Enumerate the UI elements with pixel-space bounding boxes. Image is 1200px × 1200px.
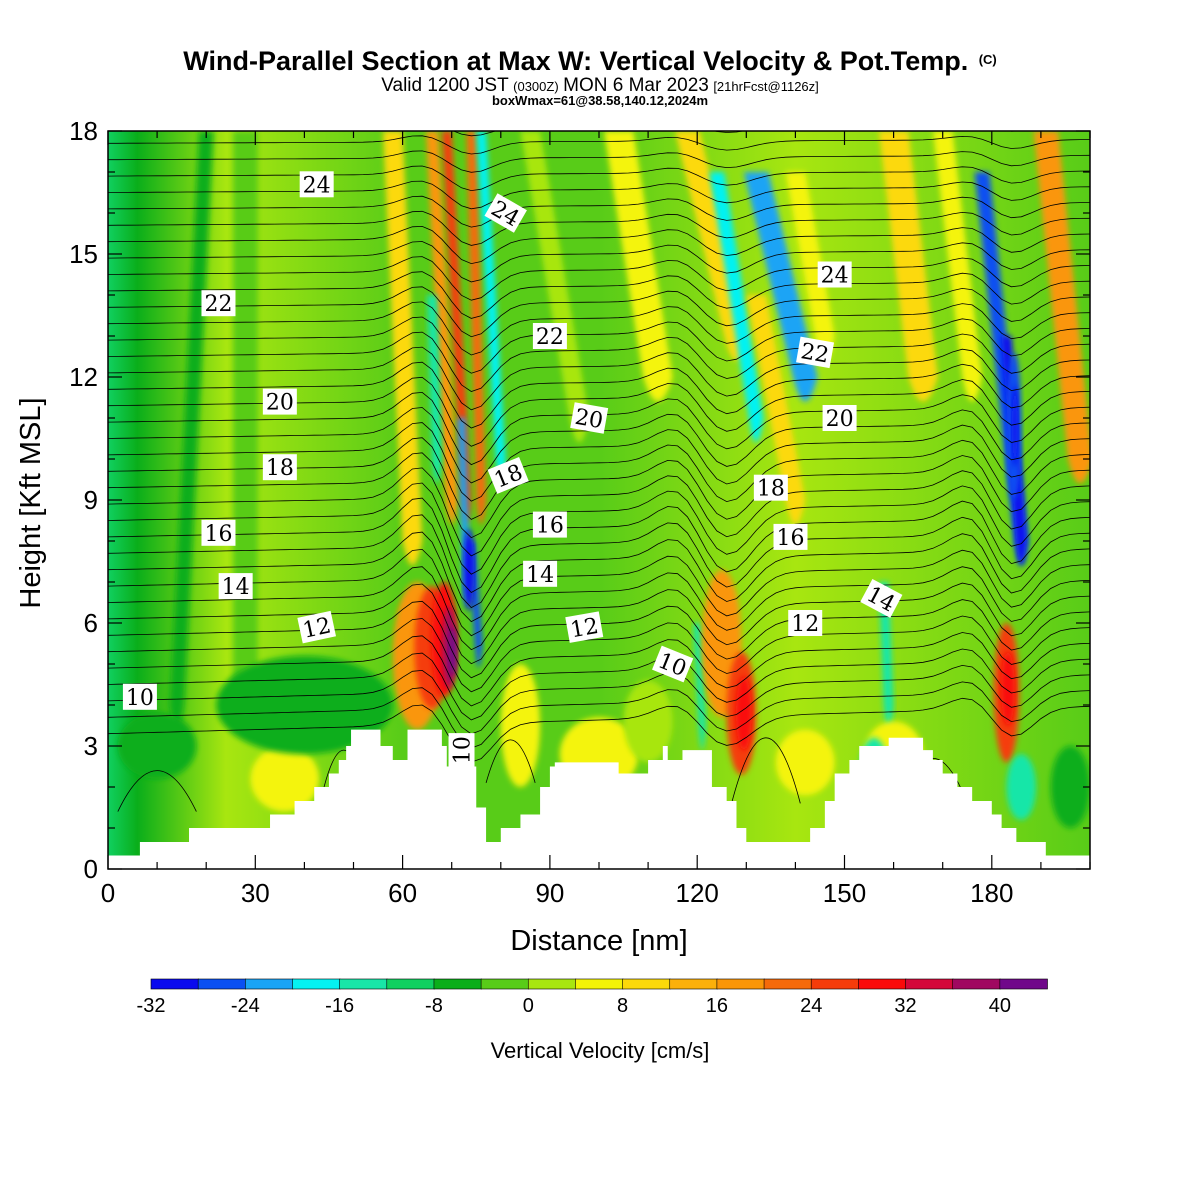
velocity-core xyxy=(501,664,540,787)
theta-label: 10 xyxy=(123,684,157,711)
colorbar-swatch xyxy=(717,979,765,989)
velocity-core xyxy=(1007,754,1036,820)
theta-label-text: 22 xyxy=(799,339,831,368)
theta-label: 14 xyxy=(523,561,557,588)
x-tick-label: 90 xyxy=(535,878,564,908)
colorbar-swatch xyxy=(623,979,671,989)
y-tick-label: 15 xyxy=(69,239,98,269)
theta-label-text: 14 xyxy=(526,563,554,588)
colorbar-tick-label: -16 xyxy=(325,995,354,1017)
forecast-info: [21hrFcst@1126z] xyxy=(713,79,818,94)
copyright-mark: (C) xyxy=(979,52,997,67)
colorbar-swatch xyxy=(245,979,293,989)
colorbar-swatch xyxy=(292,979,340,989)
utc-time: (0300Z) xyxy=(513,79,559,94)
velocity-band xyxy=(233,131,258,730)
theta-label-text: 12 xyxy=(569,614,601,643)
velocity-core xyxy=(776,730,835,796)
theta-label: 22 xyxy=(533,323,567,350)
colorbar-swatch xyxy=(811,979,859,989)
theta-label-text: 20 xyxy=(573,405,605,434)
y-tick-label: 18 xyxy=(69,116,98,146)
x-tick-label: 0 xyxy=(101,878,115,908)
x-axis-label: Distance [nm] xyxy=(510,925,687,957)
colorbar-tick-label: 8 xyxy=(617,995,628,1017)
x-tick-label: 180 xyxy=(970,878,1013,908)
theta-label: 14 xyxy=(219,573,253,600)
colorbar-tick-label: -8 xyxy=(425,995,443,1017)
colorbar-swatch xyxy=(575,979,623,989)
theta-label: 20 xyxy=(263,389,297,416)
theta-label: 24 xyxy=(818,262,852,289)
theta-label: 16 xyxy=(773,524,807,551)
velocity-core xyxy=(1001,652,1015,726)
vertical-section-chart: Wind-Parallel Section at Max W: Vertical… xyxy=(0,0,1200,1200)
colorbar-swatch xyxy=(340,979,388,989)
theta-label-text: 20 xyxy=(826,407,854,432)
y-tick-label: 6 xyxy=(84,608,98,638)
colorbar-swatch xyxy=(481,979,529,989)
theta-label-text: 12 xyxy=(791,612,819,637)
x-tick-label: 120 xyxy=(676,878,719,908)
theta-label: 24 xyxy=(300,171,334,198)
colorbar-swatch xyxy=(764,979,812,989)
colorbar-swatch xyxy=(953,979,1001,989)
valid-time: Valid 1200 JST xyxy=(381,75,509,96)
theta-label-text: 16 xyxy=(536,514,564,539)
theta-label-text: 16 xyxy=(776,526,804,551)
colorbar: -32 -24 -16 -8 0 8 16 24 32 40 xyxy=(137,979,1048,1017)
colorbar-swatch xyxy=(906,979,954,989)
x-tick-label: 60 xyxy=(388,878,417,908)
colorbar-tick-label: 32 xyxy=(894,995,916,1017)
box-wmax-info: boxWmax=61@38.58,140.12,2024m xyxy=(492,93,708,108)
theta-label-text: 10 xyxy=(126,686,154,711)
colorbar-tick-label: -24 xyxy=(231,995,260,1017)
theta-label-text: 22 xyxy=(536,325,564,350)
velocity-core xyxy=(463,529,474,611)
theta-label: 16 xyxy=(201,520,235,547)
theta-label-text: 22 xyxy=(204,292,232,317)
theta-label: 10 xyxy=(449,733,476,767)
colorbar-tick-label: -32 xyxy=(137,995,166,1017)
colorbar-tick-label: 40 xyxy=(989,995,1011,1017)
velocity-core xyxy=(1012,385,1018,467)
theta-label-text: 18 xyxy=(266,456,294,481)
colorbar-swatch xyxy=(1000,979,1048,989)
colorbar-tick-label: 16 xyxy=(706,995,728,1017)
x-tick-label: 30 xyxy=(241,878,270,908)
colorbar-swatch xyxy=(528,979,576,989)
colorbar-swatch xyxy=(198,979,246,989)
y-tick-label: 0 xyxy=(84,854,98,884)
y-axis-label: Height [Kft MSL] xyxy=(15,397,47,608)
theta-label-text: 14 xyxy=(222,575,250,600)
colorbar-title: Vertical Velocity [cm/s] xyxy=(491,1038,710,1063)
colorbar-swatch xyxy=(434,979,482,989)
theta-label-text: 10 xyxy=(451,736,476,764)
theta-label: 20 xyxy=(823,405,857,432)
theta-label-text: 18 xyxy=(757,477,785,502)
y-tick-label: 3 xyxy=(84,731,98,761)
colorbar-tick-label: 0 xyxy=(523,995,534,1017)
theta-label-text: 16 xyxy=(204,522,232,547)
svg-text:Wind-Parallel Section at Max W: Wind-Parallel Section at Max W: Vertical… xyxy=(183,46,996,76)
theta-label: 22 xyxy=(201,290,235,317)
colorbar-swatch xyxy=(387,979,435,989)
theta-label: 16 xyxy=(533,512,567,539)
theta-label-text: 20 xyxy=(266,391,294,416)
colorbar-swatch xyxy=(151,979,199,989)
theta-label: 18 xyxy=(754,475,788,502)
colorbar-swatch xyxy=(670,979,718,989)
theta-label-text: 24 xyxy=(821,264,849,289)
theta-label: 12 xyxy=(788,610,822,637)
y-tick-label: 9 xyxy=(84,485,98,515)
colorbar-tick-label: 24 xyxy=(800,995,822,1017)
velocity-core xyxy=(118,713,197,779)
chart-title: Wind-Parallel Section at Max W: Vertical… xyxy=(183,46,968,76)
theta-label: 18 xyxy=(263,454,297,481)
colorbar-swatch xyxy=(858,979,906,989)
theta-label-text: 24 xyxy=(303,173,331,198)
y-tick-label: 12 xyxy=(69,362,98,392)
x-tick-label: 150 xyxy=(823,878,866,908)
